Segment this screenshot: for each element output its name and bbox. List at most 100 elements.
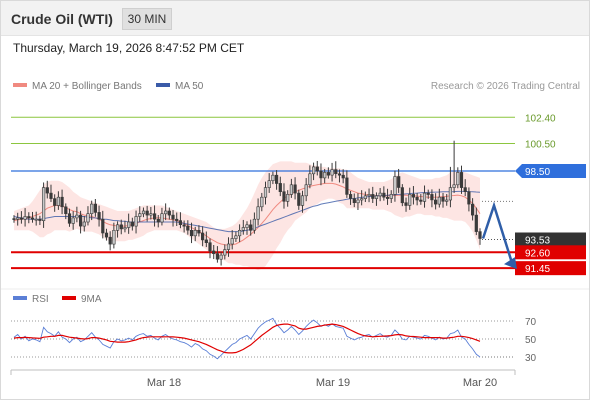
candle xyxy=(430,194,434,201)
candle xyxy=(119,224,123,230)
legend-rsi: RSI xyxy=(13,294,49,305)
candle xyxy=(53,198,57,206)
candle xyxy=(238,230,242,237)
candle xyxy=(141,210,146,215)
candle xyxy=(300,195,305,206)
candle xyxy=(71,217,75,224)
candle xyxy=(101,218,105,234)
candle xyxy=(330,169,334,176)
candle xyxy=(104,232,109,238)
candle xyxy=(16,217,20,220)
candle xyxy=(75,214,79,219)
pivot-label: 98.50 xyxy=(525,167,550,178)
candle xyxy=(34,218,38,221)
candle xyxy=(182,224,186,227)
candle xyxy=(326,172,331,176)
candle xyxy=(127,221,131,228)
pivot-label-box xyxy=(515,164,586,179)
candle xyxy=(45,187,49,194)
candle xyxy=(79,214,83,227)
current-price-box xyxy=(515,232,586,247)
candle xyxy=(374,195,379,199)
candle xyxy=(164,210,168,215)
ma50-swatch xyxy=(156,83,170,88)
candle xyxy=(112,230,116,245)
candle xyxy=(397,176,401,188)
candle xyxy=(415,196,419,201)
candle xyxy=(230,238,234,245)
candle xyxy=(252,218,257,231)
candle xyxy=(337,173,342,176)
candle xyxy=(41,187,46,222)
candle xyxy=(378,192,382,197)
candle xyxy=(249,224,253,231)
candle xyxy=(389,194,393,199)
chart-header: Crude Oil (WTI) 30 MIN xyxy=(1,1,589,36)
candle xyxy=(193,230,197,237)
rsi-label: RSI xyxy=(32,294,49,305)
rsi-tick-label: 30 xyxy=(525,353,537,364)
candle xyxy=(138,213,142,217)
candle xyxy=(467,191,471,205)
candle xyxy=(441,196,445,202)
candle xyxy=(260,196,264,208)
candle xyxy=(426,192,430,195)
candle xyxy=(226,243,231,250)
candle xyxy=(393,176,397,195)
candle xyxy=(411,194,416,198)
candle xyxy=(30,217,35,220)
candle xyxy=(86,213,90,223)
candle xyxy=(463,187,467,193)
rsi-ma-line xyxy=(13,323,481,354)
candle xyxy=(134,216,138,227)
candle xyxy=(341,174,345,179)
candle xyxy=(452,184,456,188)
candle xyxy=(175,218,179,221)
support-label: 91.45 xyxy=(525,264,550,275)
forecast-arrow-head xyxy=(504,257,517,270)
current-price-label: 93.53 xyxy=(525,235,550,246)
candle xyxy=(145,210,149,216)
candle xyxy=(123,227,127,230)
x-tick-label: Mar 18 xyxy=(147,377,181,389)
candle xyxy=(308,173,312,186)
candle xyxy=(215,253,220,260)
rsi-tick-label: 50 xyxy=(525,335,537,346)
candle xyxy=(400,187,404,204)
rsi-swatch xyxy=(13,296,27,301)
candle xyxy=(274,174,279,184)
candle xyxy=(408,194,412,206)
rsi-ma-label: 9MA xyxy=(81,294,102,305)
candle xyxy=(256,206,260,220)
candle xyxy=(82,221,86,227)
candle xyxy=(385,196,390,199)
legend-rsi-ma: 9MA xyxy=(62,294,102,305)
candle xyxy=(345,177,349,195)
candle xyxy=(27,216,31,219)
candle xyxy=(267,180,271,188)
candle xyxy=(360,198,364,201)
candle xyxy=(108,236,112,245)
x-tick-label: Mar 20 xyxy=(463,377,497,389)
candle xyxy=(271,174,275,181)
candle xyxy=(437,196,441,205)
rsi-ma-swatch xyxy=(62,296,76,301)
candle xyxy=(286,194,290,202)
candle xyxy=(219,254,223,260)
candle xyxy=(356,199,360,204)
candle xyxy=(186,225,190,231)
candle xyxy=(352,198,356,204)
candle xyxy=(293,184,297,194)
candle xyxy=(282,191,286,202)
timeframe-button[interactable]: 30 MIN xyxy=(122,8,172,30)
bollinger-band xyxy=(14,161,480,271)
rsi-line xyxy=(13,317,481,360)
support-label-box xyxy=(515,245,586,260)
candle xyxy=(445,199,449,202)
candle xyxy=(149,213,153,216)
candle xyxy=(60,196,64,208)
candle xyxy=(315,166,319,172)
research-credit: Research © 2026 Trading Central xyxy=(430,81,580,92)
support-label: 92.60 xyxy=(525,248,550,259)
